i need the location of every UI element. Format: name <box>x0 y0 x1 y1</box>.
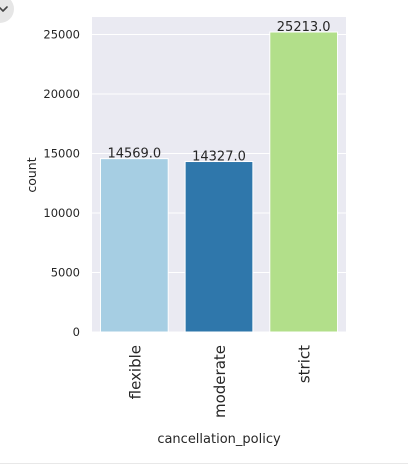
collapse-chevron-icon[interactable] <box>0 0 14 23</box>
bar-moderate <box>184 161 254 333</box>
y-tick-label: 0 <box>73 325 80 339</box>
x-tick-label: moderate <box>211 345 229 418</box>
bar-value-label: 14569.0 <box>107 147 161 162</box>
x-axis-ticks: flexible moderate strict <box>126 345 313 418</box>
x-tick-label: strict <box>296 345 314 383</box>
x-axis-label: cancellation_policy <box>157 432 281 447</box>
bar-value-label: 25213.0 <box>277 20 331 35</box>
y-tick-label: 20000 <box>43 87 80 101</box>
bar-strict <box>269 31 339 333</box>
y-axis-label: count <box>24 157 39 192</box>
y-tick-label: 15000 <box>43 147 80 161</box>
y-tick-label: 5000 <box>51 266 80 280</box>
bar-value-labels: 14569.0 14327.0 25213.0 <box>107 20 330 165</box>
y-axis-ticks: 0 5000 10000 15000 20000 25000 <box>43 28 80 339</box>
x-tick-label: flexible <box>126 345 144 399</box>
frame-border <box>0 463 408 464</box>
bar-value-label: 14327.0 <box>192 150 246 165</box>
bar-flexible <box>99 158 169 333</box>
bars <box>99 31 339 333</box>
y-tick-label: 25000 <box>43 28 80 42</box>
y-tick-label: 10000 <box>43 206 80 220</box>
